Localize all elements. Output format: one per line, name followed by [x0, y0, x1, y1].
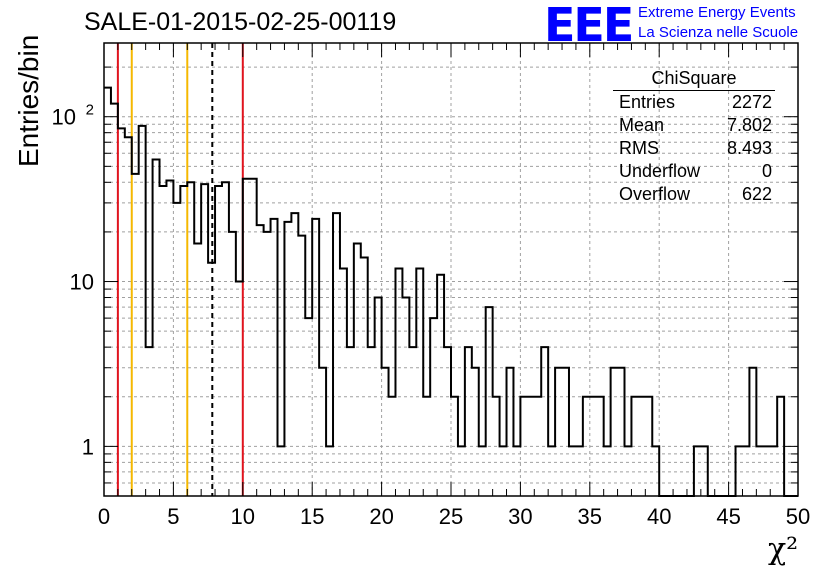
- grid: [104, 43, 798, 497]
- stats-row: Mean 7.802: [613, 114, 780, 137]
- reference-lines: [116, 43, 244, 496]
- stats-label: Underflow: [619, 161, 701, 181]
- stats-value: 8.493: [726, 138, 772, 158]
- stats-label: Overflow: [619, 184, 691, 204]
- y-tick-label: 10: [52, 105, 76, 130]
- axis-ticks: [103, 43, 799, 497]
- x-tick-label: 5: [167, 504, 179, 529]
- y-tick-label: 10: [70, 270, 94, 295]
- x-tick-label: 10: [231, 504, 255, 529]
- x-tick-label: 0: [98, 504, 110, 529]
- x-tick-label: 25: [439, 504, 463, 529]
- y-tick-label: 1: [82, 434, 94, 459]
- stats-label: RMS: [619, 138, 659, 158]
- x-tick-label: 40: [647, 504, 671, 529]
- chart-title: SALE-01-2015-02-25-00119: [84, 8, 397, 36]
- stats-value: 0: [761, 161, 772, 181]
- logo-line-1: Extreme Energy Events: [638, 4, 796, 21]
- x-tick-label: 45: [716, 504, 740, 529]
- eee-logo: EEE: [544, 0, 634, 52]
- x-tick-label: 30: [508, 504, 532, 529]
- x-tick-label: 35: [578, 504, 602, 529]
- stats-row: Entries 2272: [613, 91, 780, 114]
- x-tick-label: 20: [369, 504, 393, 529]
- histogram-series: [104, 86, 798, 497]
- stats-row: Overflow 622: [613, 183, 780, 206]
- stats-row: RMS 8.493: [613, 137, 780, 160]
- stats-row: Underflow 0: [613, 160, 780, 183]
- x-tick-label: 50: [786, 504, 810, 529]
- stats-value: 7.802: [726, 115, 772, 135]
- stats-header: ChiSquare: [613, 68, 775, 91]
- y-axis-label: Entries/bin: [13, 34, 44, 167]
- x-tick-label: 15: [300, 504, 324, 529]
- x-axis-label: χ²: [768, 532, 799, 567]
- stats-value: 622: [741, 184, 772, 204]
- stats-value: 2272: [731, 92, 772, 112]
- stats-box: ChiSquare Entries 2272 Mean 7.802 RMS 8.…: [613, 68, 780, 206]
- logo-line-2: La Scienza nelle Scuole: [638, 24, 799, 41]
- tick-labels: 0 5 10 15 20 25 30 35 40 45 50 1 10 10 2: [52, 102, 811, 529]
- stats-label: Mean: [619, 115, 665, 135]
- stats-label: Entries: [619, 92, 676, 112]
- y-tick-label-exponent: 2: [86, 102, 94, 119]
